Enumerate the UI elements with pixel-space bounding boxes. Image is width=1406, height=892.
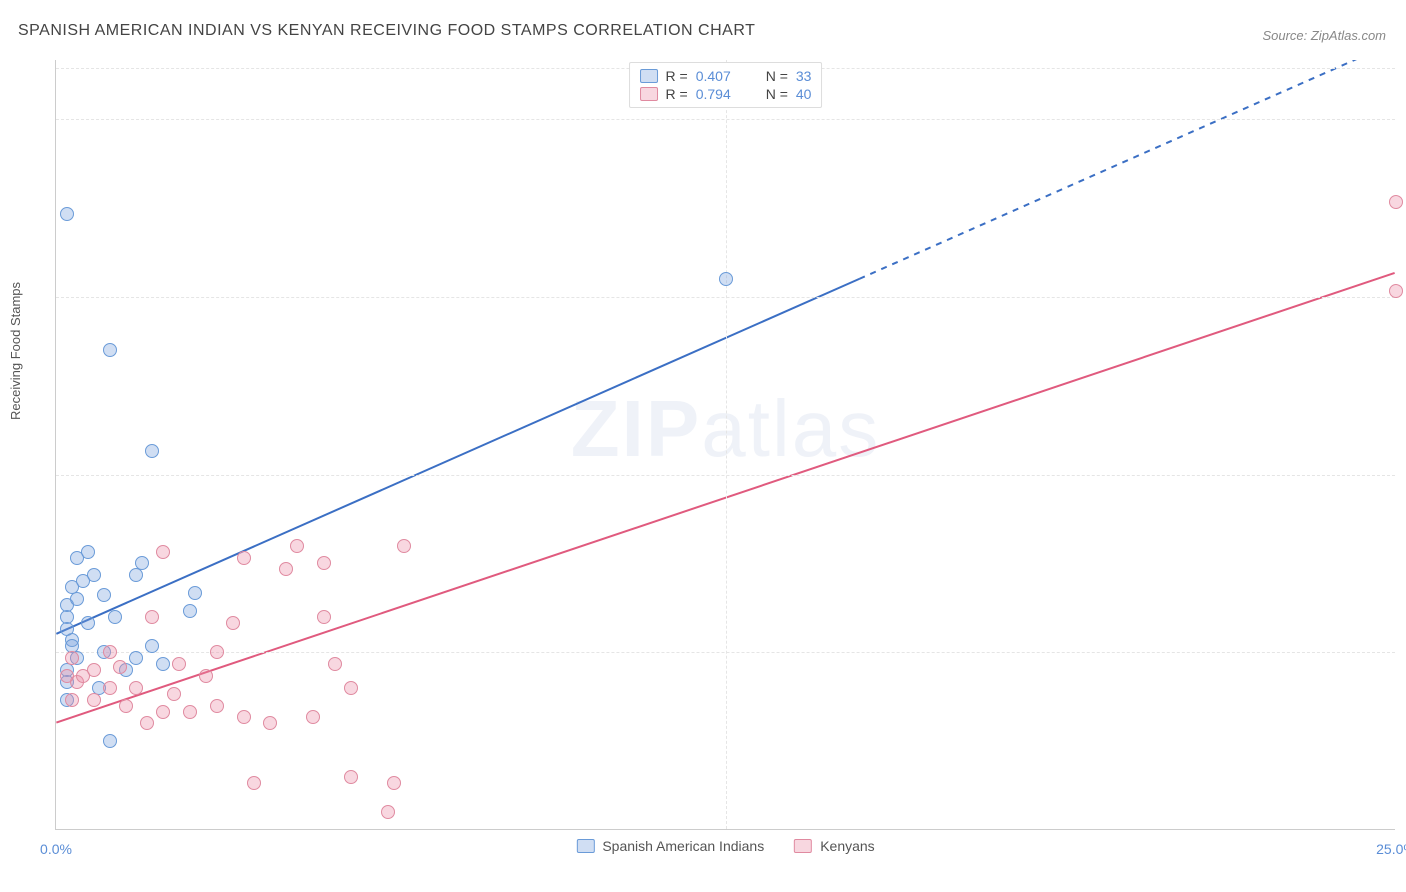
legend-series: Spanish American Indians Kenyans — [576, 838, 874, 854]
r-value: 0.794 — [696, 86, 746, 102]
legend-swatch — [640, 69, 658, 83]
scatter-point — [183, 705, 197, 719]
legend-correlation-row: R = 0.794 N = 40 — [640, 85, 812, 103]
x-tick-label: 0.0% — [40, 841, 72, 857]
scatter-point — [237, 710, 251, 724]
scatter-point — [344, 681, 358, 695]
scatter-point — [188, 586, 202, 600]
scatter-point — [719, 272, 733, 286]
scatter-point — [135, 556, 149, 570]
scatter-point — [140, 716, 154, 730]
legend-correlation-row: R = 0.407 N = 33 — [640, 67, 812, 85]
chart-title: SPANISH AMERICAN INDIAN VS KENYAN RECEIV… — [18, 22, 755, 40]
r-label: R = — [666, 86, 688, 102]
scatter-point — [60, 622, 74, 636]
legend-swatch — [794, 839, 812, 853]
legend-correlation: R = 0.407 N = 33 R = 0.794 N = 40 — [629, 62, 823, 108]
gridline-vertical — [726, 60, 727, 829]
n-label: N = — [766, 68, 788, 84]
scatter-point — [76, 574, 90, 588]
scatter-point — [328, 657, 342, 671]
scatter-point — [237, 551, 251, 565]
scatter-point — [103, 645, 117, 659]
n-value: 40 — [796, 86, 812, 102]
scatter-point — [172, 657, 186, 671]
r-label: R = — [666, 68, 688, 84]
scatter-point — [1389, 195, 1403, 209]
scatter-point — [129, 681, 143, 695]
scatter-point — [87, 693, 101, 707]
scatter-point — [65, 693, 79, 707]
scatter-point — [97, 588, 111, 602]
scatter-point — [290, 539, 304, 553]
scatter-point — [226, 616, 240, 630]
scatter-point — [119, 699, 133, 713]
scatter-point — [145, 444, 159, 458]
scatter-point — [145, 610, 159, 624]
scatter-point — [247, 776, 261, 790]
scatter-point — [167, 687, 181, 701]
scatter-point — [183, 604, 197, 618]
y-axis-label: Receiving Food Stamps — [8, 282, 23, 420]
scatter-point — [60, 669, 74, 683]
scatter-point — [129, 651, 143, 665]
scatter-point — [145, 639, 159, 653]
legend-swatch — [576, 839, 594, 853]
legend-series-label: Spanish American Indians — [602, 838, 764, 854]
chart-plot-area: ZIPatlas R = 0.407 N = 33 R = 0.794 N = … — [55, 60, 1395, 830]
scatter-point — [199, 669, 213, 683]
scatter-point — [81, 545, 95, 559]
source-attribution: Source: ZipAtlas.com — [1262, 28, 1386, 43]
scatter-point — [156, 705, 170, 719]
scatter-point — [210, 645, 224, 659]
legend-series-item: Spanish American Indians — [576, 838, 764, 854]
r-value: 0.407 — [696, 68, 746, 84]
scatter-point — [60, 207, 74, 221]
legend-series-label: Kenyans — [820, 838, 874, 854]
scatter-point — [306, 710, 320, 724]
scatter-point — [279, 562, 293, 576]
scatter-point — [1389, 284, 1403, 298]
scatter-point — [103, 343, 117, 357]
regression-line-extrapolated — [859, 60, 1394, 279]
scatter-point — [344, 770, 358, 784]
scatter-point — [103, 734, 117, 748]
scatter-point — [65, 651, 79, 665]
n-label: N = — [766, 86, 788, 102]
scatter-point — [397, 539, 411, 553]
scatter-point — [317, 556, 331, 570]
scatter-point — [81, 616, 95, 630]
scatter-point — [387, 776, 401, 790]
legend-series-item: Kenyans — [794, 838, 874, 854]
n-value: 33 — [796, 68, 812, 84]
scatter-point — [76, 669, 90, 683]
scatter-point — [103, 681, 117, 695]
scatter-point — [113, 660, 127, 674]
scatter-point — [156, 657, 170, 671]
regression-line — [56, 279, 859, 634]
legend-swatch — [640, 87, 658, 101]
scatter-point — [108, 610, 122, 624]
scatter-point — [210, 699, 224, 713]
scatter-point — [381, 805, 395, 819]
scatter-point — [156, 545, 170, 559]
scatter-point — [317, 610, 331, 624]
scatter-point — [263, 716, 277, 730]
x-tick-label: 25.0% — [1376, 841, 1406, 857]
